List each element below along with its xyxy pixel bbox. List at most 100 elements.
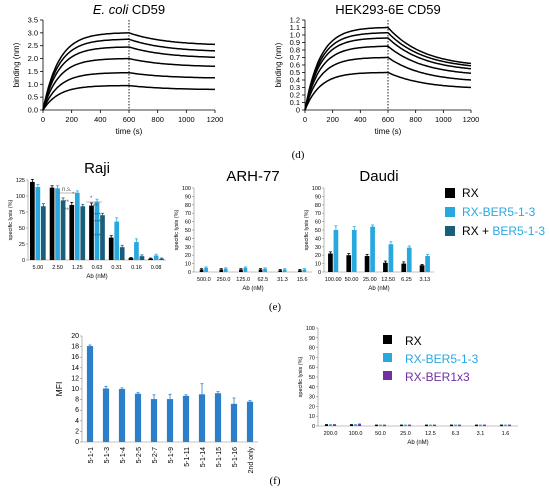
legend-e-ber-swatch — [445, 207, 455, 217]
binding-curve-5 — [304, 56, 472, 111]
y-tick-label: 2 — [75, 428, 79, 435]
bar-rx-6.25 — [401, 263, 407, 272]
y-tick-label: 20 — [71, 333, 79, 340]
x-tick-label: 0.16 — [131, 265, 142, 271]
x-tick-label: 600 — [382, 115, 395, 124]
x-tick-label: 2.50 — [52, 265, 63, 271]
bar-ber1x3-100.0 — [357, 424, 362, 426]
legend-e-combo-label: RX + BER5-1-3 — [462, 224, 545, 238]
y-axis-label: specific lysis (%) — [8, 200, 14, 241]
y-tick-label: 10 — [71, 386, 79, 393]
bar-ber-50.00 — [351, 230, 357, 272]
bar-mfi_bar-5-1-3 — [102, 388, 110, 442]
y-tick-label: 0.1 — [290, 98, 300, 107]
x-tick-label: 200 — [65, 115, 78, 124]
legend-f-ber1x3-swatch — [383, 371, 392, 380]
binding-curve-4 — [42, 57, 215, 111]
lysis-f-chart: 0 10 20 30 40 50 60 70 80 90 100 200.0 100.0 50.0 25.0… — [298, 326, 518, 446]
y-axis-label: specific lysis (%) — [174, 210, 180, 251]
x-tick-label: 12.50 — [381, 277, 395, 283]
x-tick-label: 12.5 — [425, 431, 436, 437]
y-tick-label: 80 — [315, 203, 321, 209]
bar-mfi_bar-5-1-1 — [86, 346, 94, 442]
y-tick-label: 40 — [309, 385, 315, 391]
y-tick-label: 0.0 — [28, 106, 38, 115]
binding-curve-1 — [304, 26, 472, 111]
y-tick-label: 50 — [185, 228, 191, 234]
y-axis-label: specific lysis (%) — [304, 210, 310, 251]
bar-combo-5.00 — [41, 206, 46, 260]
x-tick-label: 5-1-15 — [216, 447, 223, 467]
y-tick-label: 0 — [75, 439, 79, 446]
bar-mfi_bar-5-2-7 — [150, 399, 158, 442]
y-tick-label: 0.3 — [290, 83, 300, 92]
y-axis-label: binding (nm) — [274, 42, 283, 87]
significance-label: ** — [100, 225, 105, 231]
x-tick-label: 5-1-9 — [168, 447, 175, 463]
bar-ber-250.0 — [223, 268, 228, 272]
y-tick-label: 20 — [309, 404, 315, 410]
significance-label: *** — [94, 213, 102, 219]
y-tick-label: 90 — [309, 336, 315, 342]
binding-curve-2 — [304, 32, 472, 111]
y-tick-label: 100 — [16, 194, 25, 200]
raji-lysis-chart: 0 25 50 75 100 125 5.00 2.50 1.25 0.63 0.31 0.16 0.0… — [8, 160, 166, 280]
bar-combo-2.50 — [60, 200, 66, 260]
y-tick-label: 30 — [315, 245, 321, 251]
x-tick-label: 50.0 — [375, 431, 386, 437]
x-tick-label: 250.0 — [217, 277, 231, 283]
bar-rx-2.50 — [49, 187, 55, 260]
x-tick-label: 100.0 — [349, 431, 363, 437]
bar-rx-1.25 — [69, 204, 75, 260]
y-tick-label: 90 — [315, 194, 321, 200]
bar-combo-0.16 — [139, 256, 145, 260]
bar-rx-25.00 — [364, 256, 370, 272]
chart-title: ARH-77 — [226, 168, 279, 185]
bar-ber-0.31 — [114, 221, 120, 260]
x-tick-label: 200 — [326, 115, 339, 124]
y-tick-label: 40 — [185, 236, 191, 242]
x-tick-label: 25.0 — [400, 431, 411, 437]
binding-curve-6 — [42, 84, 215, 111]
significance-label: *** — [94, 234, 102, 240]
daudi-lysis-chart: 0 10 20 30 40 50 60 70 80 90 100 100.00 50.00 25.00 12… — [304, 168, 434, 292]
bar-ber-25.00 — [370, 226, 375, 272]
y-tick-label: 125 — [16, 178, 25, 184]
bar-ber-3.13 — [425, 256, 430, 272]
legend-e-rx-label: RX — [462, 186, 479, 200]
y-tick-label: 3.0 — [28, 28, 38, 37]
panel-label-d: (d) — [292, 149, 305, 161]
chart-title: Raji — [84, 160, 110, 177]
legend-f-ber1x3-label: RX-BER1x3 — [405, 370, 470, 384]
bar-mfi_bar-5-1-4 — [118, 389, 126, 442]
bar-ber-62.5 — [263, 268, 267, 272]
x-tick-label: 0.31 — [111, 265, 122, 271]
y-axis-label: specific lysis (%) — [298, 357, 304, 398]
bar-rx-0.16 — [128, 258, 134, 260]
y-axis-label: MFI — [54, 382, 64, 397]
bar-mfi_bar-5-1-15 — [214, 393, 222, 442]
significance-label: *** — [94, 220, 102, 226]
bar-mfi_bar-5-1-14 — [198, 394, 206, 442]
y-tick-label: 70 — [185, 211, 191, 217]
y-tick-label: 1.0 — [290, 31, 300, 40]
legend-f-ber-swatch — [383, 353, 392, 362]
legend-e-rx-swatch — [445, 188, 455, 198]
legend-f-rx-swatch — [383, 335, 392, 344]
y-tick-label: 100 — [312, 186, 321, 192]
y-tick-label: 0.9 — [290, 38, 300, 47]
x-tick-label: 125.0 — [236, 277, 250, 283]
y-tick-label: 40 — [315, 236, 321, 242]
y-tick-label: 1.1 — [290, 23, 300, 32]
legend-f-rx-label: RX — [405, 334, 422, 348]
y-tick-label: 0.7 — [290, 53, 300, 62]
chart-title-rest: CD59 — [128, 2, 165, 17]
y-tick-label: 20 — [315, 253, 321, 259]
y-tick-label: 12 — [71, 375, 79, 382]
x-tick-label: 1000 — [178, 115, 195, 124]
legend-e-combo-suffix: BER5-1-3 — [492, 224, 545, 238]
x-tick-label: 5-1-11 — [184, 447, 191, 467]
y-tick-label: 0.8 — [290, 46, 300, 55]
x-axis-label: Ab (nM) — [86, 274, 107, 280]
